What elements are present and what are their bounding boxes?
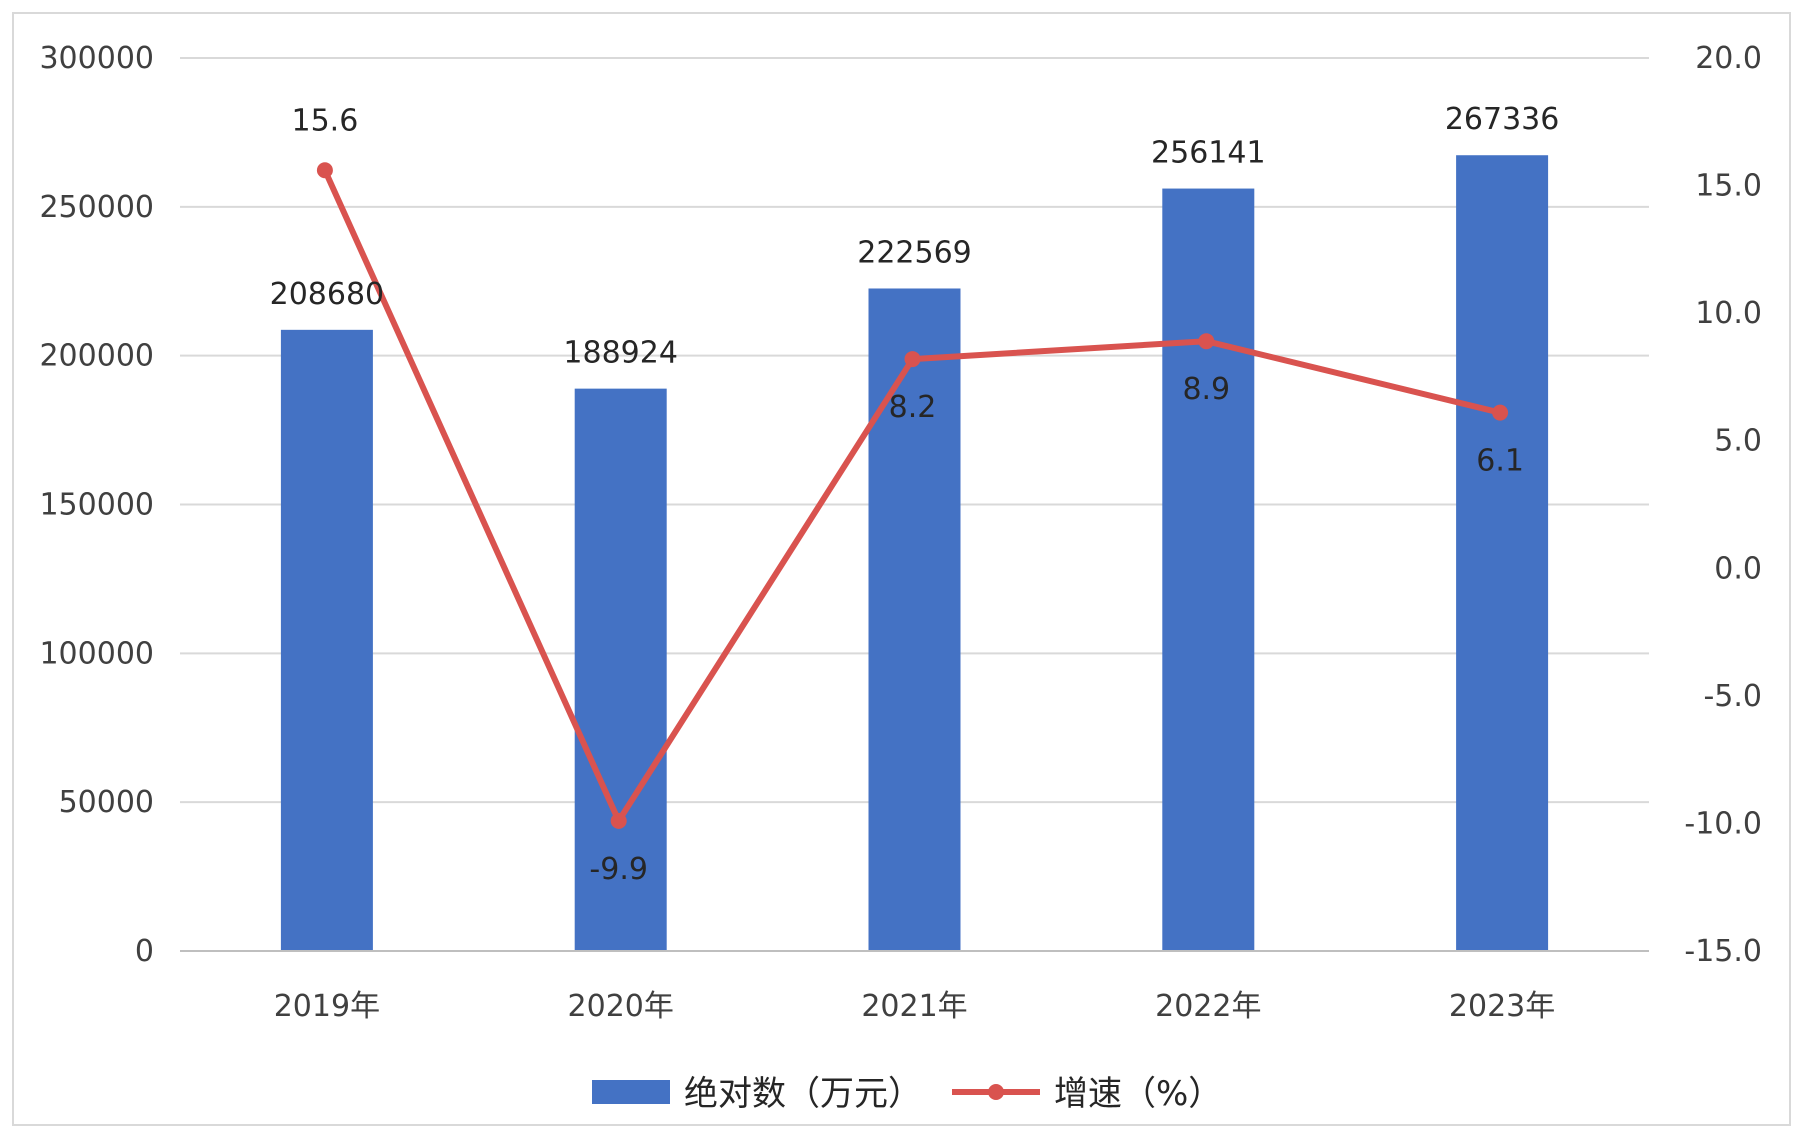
bar (280, 329, 373, 951)
y-left-tick-label: 100000 (39, 636, 154, 671)
x-tick-label: 2023年 (1449, 989, 1555, 1024)
y-right-tick-label: -5.0 (1703, 679, 1762, 714)
line-value-label: 8.2 (889, 390, 937, 425)
y-right-tick-label: 10.0 (1695, 296, 1762, 331)
line-point (610, 812, 627, 829)
combo-chart: 300000 250000 200000 150000 100000 50000 0 20.0… (39, 41, 1762, 1114)
legend-bar-swatch (592, 1080, 670, 1104)
bar (574, 388, 667, 951)
axes: 300000 250000 200000 150000 100000 50000 0 20.0… (39, 41, 1762, 1024)
bar (1456, 155, 1549, 951)
legend: 绝对数（万元） 增速（%） (592, 1074, 1222, 1114)
data-labels: 208680 188924 222569 256141 267336 15.6 -9.9 8.… (270, 102, 1560, 887)
line-value-label: 15.6 (292, 103, 359, 138)
bar (868, 288, 961, 951)
y-right-tick-label: 15.0 (1695, 169, 1762, 204)
line-point (316, 162, 333, 179)
legend-line-marker (988, 1084, 1004, 1100)
legend-bar-label: 绝对数（万元） (684, 1074, 922, 1114)
y-right-tick-label: 0.0 (1714, 551, 1762, 586)
bar-value-label: 267336 (1445, 102, 1560, 137)
line-value-label: 8.9 (1182, 372, 1230, 407)
x-tick-label: 2019年 (274, 989, 380, 1024)
bar-value-label: 208680 (270, 277, 385, 312)
chart-container: 300000 250000 200000 150000 100000 50000 0 20.0… (12, 12, 1791, 1126)
bar-value-label: 256141 (1151, 136, 1266, 171)
y-left-tick-label: 0 (135, 934, 154, 969)
x-tick-label: 2021年 (861, 989, 967, 1024)
bar-series (280, 155, 1549, 952)
line-value-label: 6.1 (1476, 444, 1524, 479)
y-left-tick-label: 200000 (39, 339, 154, 374)
y-left-tick-label: 50000 (59, 785, 154, 820)
line-value-label: -9.9 (589, 852, 648, 887)
line-point (1492, 404, 1509, 421)
bar (1162, 188, 1255, 952)
x-tick-label: 2020年 (568, 989, 674, 1024)
line-point (904, 351, 921, 368)
y-left-tick-label: 150000 (39, 488, 154, 523)
line-series (316, 162, 1509, 829)
bar-value-label: 188924 (563, 336, 678, 371)
y-left-tick-label: 250000 (39, 190, 154, 225)
line-point (1198, 333, 1215, 350)
x-tick-label: 2022年 (1155, 989, 1261, 1024)
y-right-tick-label: -15.0 (1684, 934, 1762, 969)
legend-line-label: 增速（%） (1054, 1074, 1222, 1114)
bar-value-label: 222569 (857, 235, 972, 270)
y-left-tick-label: 300000 (39, 41, 154, 76)
y-right-tick-label: -10.0 (1684, 806, 1762, 841)
y-right-tick-label: 20.0 (1695, 41, 1762, 76)
y-right-tick-label: 5.0 (1714, 424, 1762, 459)
